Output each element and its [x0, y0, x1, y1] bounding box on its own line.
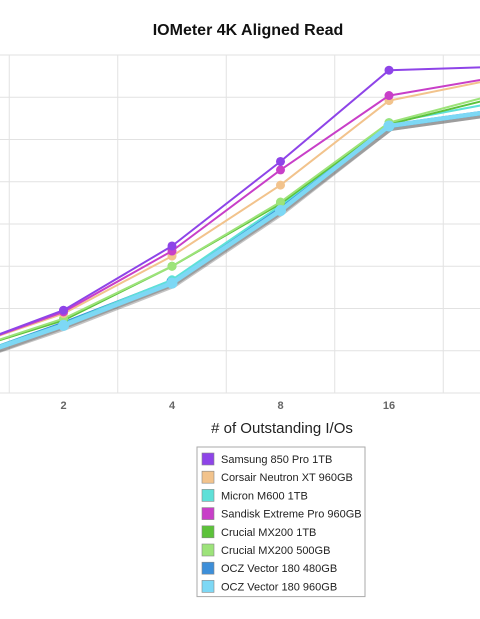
- legend-entry: Crucial MX200 1TB: [221, 527, 316, 539]
- legend-entry: Crucial MX200 500GB: [221, 545, 330, 557]
- grid: [0, 54, 480, 394]
- data-point: [58, 319, 69, 331]
- series-sandisk-extreme-pro-960gb: [0, 78, 480, 336]
- data-point: [59, 305, 68, 315]
- x-axis-label: # of Outstanding I/Os: [211, 420, 353, 437]
- x-tick-label: 16: [383, 400, 395, 412]
- legend-entry: Micron M600 1TB: [221, 490, 308, 502]
- x-tick-label: 8: [277, 400, 283, 412]
- x-tick-label: 2: [60, 400, 66, 412]
- legend-entry: OCZ Vector 180 960GB: [221, 581, 337, 593]
- data-point: [275, 204, 286, 216]
- data-point: [276, 156, 285, 166]
- legend-swatch: [201, 507, 215, 520]
- series-lines: [0, 65, 480, 353]
- x-tick-label: 4: [169, 400, 176, 412]
- series-line: [0, 66, 480, 336]
- legend-entry: Corsair Neutron XT 960GB: [221, 472, 353, 484]
- data-point: [384, 91, 394, 101]
- data-point: [276, 180, 285, 190]
- series-corsair-neutron-xt-960gb: [0, 81, 480, 337]
- data-point: [383, 120, 395, 132]
- data-point: [167, 241, 177, 251]
- legend-swatch: [201, 580, 215, 593]
- chart-title: IOMeter 4K Aligned Read: [153, 22, 344, 39]
- series-ocz-vector-180-960gb: [0, 110, 480, 353]
- legend-box: [196, 446, 366, 598]
- legend-swatch: [201, 561, 215, 575]
- legend-swatch: [201, 489, 215, 502]
- series-samsung-850-pro-1tb: [0, 65, 480, 336]
- legend-swatch: [201, 525, 215, 539]
- data-point: [167, 261, 177, 271]
- legend-entry: Sandisk Extreme Pro 960GB: [221, 509, 362, 521]
- series-line: [0, 110, 480, 350]
- series-line: [0, 97, 480, 341]
- data-point: [384, 65, 394, 75]
- legend: Samsung 850 Pro 1TB Corsair Neutron XT 96…: [196, 446, 366, 598]
- data-point: [276, 197, 285, 207]
- legend-swatch: [201, 452, 215, 466]
- x-axis-ticks: 2 4 8 16: [60, 400, 395, 412]
- legend-entry: Samsung 850 Pro 1TB: [221, 454, 332, 466]
- legend-swatch: [201, 543, 215, 557]
- legend-entry: OCZ Vector 180 480GB: [221, 563, 337, 575]
- data-point: [276, 165, 285, 175]
- series-line: [0, 81, 480, 337]
- legend-swatch: [201, 470, 215, 484]
- data-point: [166, 277, 178, 289]
- series-line: [0, 78, 480, 336]
